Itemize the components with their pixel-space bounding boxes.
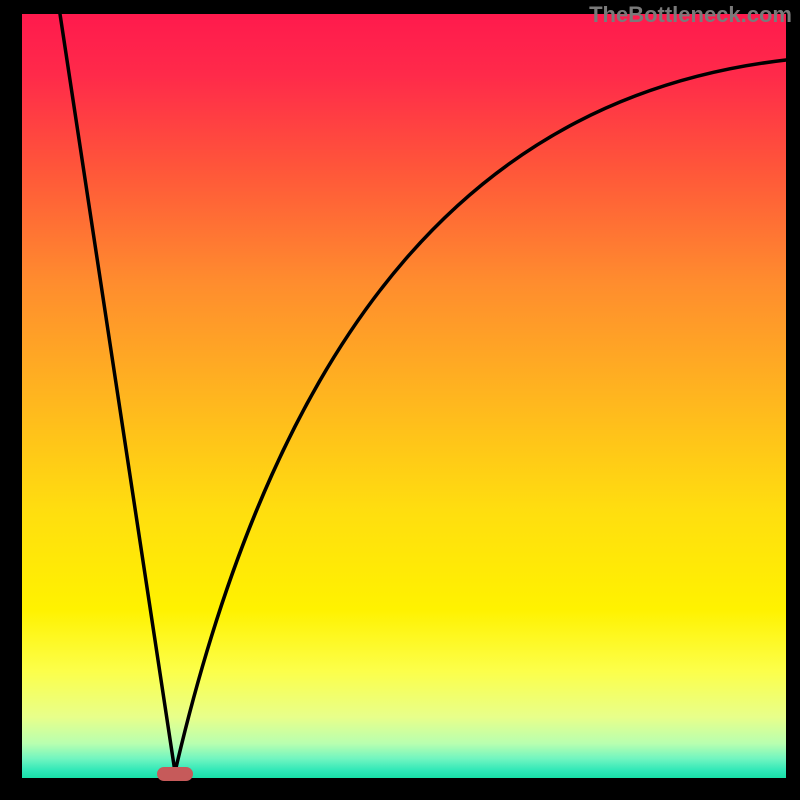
watermark-text: TheBottleneck.com	[589, 2, 792, 28]
chart-container: TheBottleneck.com	[0, 0, 800, 800]
chart-svg	[0, 0, 800, 800]
min-point-marker	[157, 767, 193, 781]
plot-background	[22, 14, 786, 778]
